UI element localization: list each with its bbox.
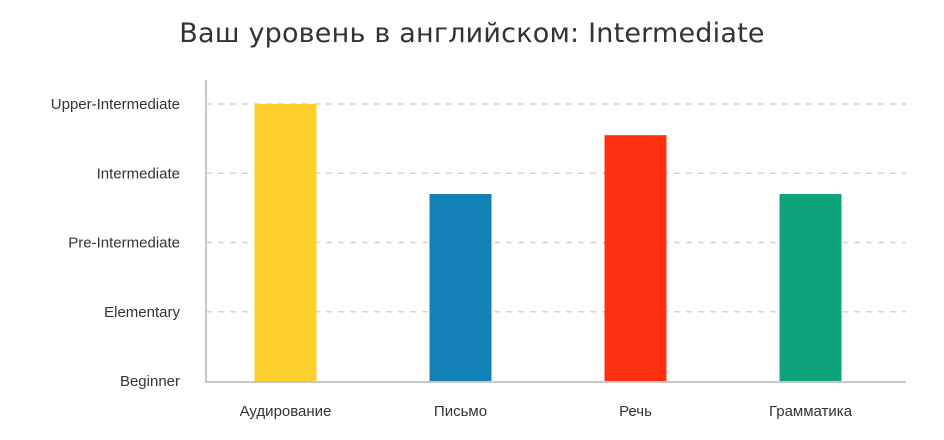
x-tick-label: Письмо [434,403,487,420]
y-tick-label: Pre-Intermediate [68,235,180,252]
chart-title: Ваш уровень в английском: Intermediate [179,18,765,49]
y-tick-label: Beginner [120,373,180,390]
x-tick-label: Грамматика [769,403,853,420]
gridlines [206,103,906,313]
bar-1 [254,104,317,381]
bar-2 [429,194,492,381]
axes [205,80,906,383]
bar-4 [779,194,842,381]
x-tick-label: Речь [619,403,652,420]
bars [254,104,842,381]
y-tick-label: Upper-Intermediate [51,96,180,113]
y-tick-label: Intermediate [97,165,180,182]
y-tick-label: Elementary [104,304,180,321]
tick-labels: Beginner Elementary Pre-Intermediate Interm… [51,96,853,420]
x-tick-label: Аудирование [240,403,332,420]
bar-3 [604,135,667,381]
